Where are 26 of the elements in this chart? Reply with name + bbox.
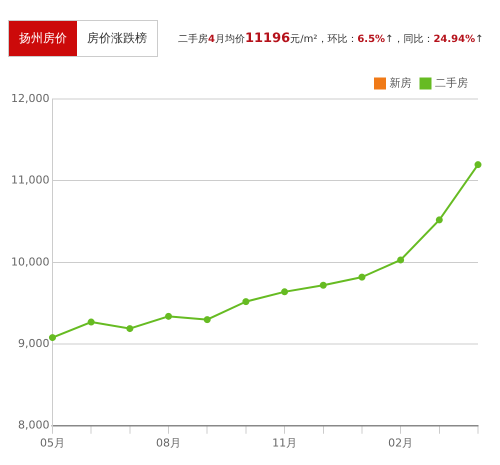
y-tick-label: 12,000: [10, 92, 50, 105]
point: [88, 318, 95, 326]
text: 二手房4月均价11196元/m²，环比：6.5%↑，同比：24.94%↑: [178, 30, 484, 46]
y-tick-label: 8,000: [18, 418, 50, 432]
y-tick-label: 10,000: [10, 255, 50, 268]
point: [436, 216, 443, 224]
point: [320, 282, 327, 289]
text: 扬州房价: [9, 20, 77, 56]
point: [281, 288, 288, 296]
point: [165, 312, 172, 320]
point: [397, 256, 404, 264]
legend-label: 新房: [390, 76, 412, 90]
legend-label: 二手房: [435, 76, 468, 90]
x-tick-label: 02月: [388, 436, 414, 450]
point: [358, 274, 366, 281]
point: [204, 316, 211, 324]
x-tick-label: 08月: [156, 436, 182, 450]
point: [242, 298, 250, 306]
x-tick-label: 05月: [40, 436, 65, 450]
x-tick-label: 11月: [272, 436, 298, 450]
point: [474, 161, 482, 168]
point: [48, 334, 56, 342]
y-tick-label: 11,000: [10, 174, 50, 187]
point: [126, 325, 134, 332]
y-tick-label: 9,000: [18, 336, 50, 350]
text: 房价涨跌榜: [77, 20, 157, 56]
